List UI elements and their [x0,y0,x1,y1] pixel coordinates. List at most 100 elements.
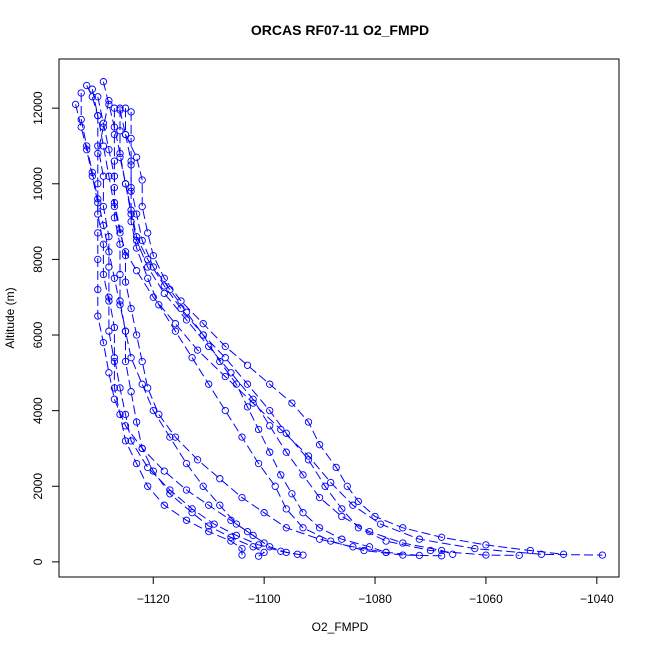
data-point [437,546,446,555]
data-point [332,463,340,472]
data-point [88,85,96,93]
data-point [182,486,191,494]
data-point [288,399,296,407]
data-point [371,512,379,521]
data-point [83,146,91,154]
data-point [105,233,113,241]
data-point [99,172,108,180]
data-point [299,524,307,532]
data-point [349,501,357,509]
plot-frame [58,58,620,578]
data-point [437,533,446,541]
data-point [160,274,168,282]
data-point [149,293,157,301]
data-point [360,546,368,555]
data-point [105,96,113,105]
data-point [149,467,157,475]
data-point [110,274,119,282]
data-point [205,501,213,509]
chart-title: ORCAS RF07-11 O2_FMPD [251,22,429,38]
data-point [155,301,163,309]
data-point [166,433,174,441]
data-point [282,429,290,437]
data-point [199,331,207,339]
data-point [166,490,174,498]
data-point [121,180,130,188]
data-point [127,304,135,313]
profile-line [119,109,564,555]
profile-line [97,100,243,556]
data-point [94,142,102,150]
data-point [205,342,213,351]
data-point [127,183,135,192]
data-point [160,501,168,509]
data-point [598,551,607,559]
y-tick-label: 0 [31,558,45,565]
data-point [182,459,191,468]
data-point [144,263,152,271]
data-point [338,535,346,543]
data-point [526,546,534,555]
data-point [182,316,191,324]
data-point [537,550,546,558]
data-point [105,297,113,305]
data-point [188,354,196,362]
data-point [182,308,191,316]
data-point [232,520,241,528]
data-point [277,471,285,479]
data-point [249,395,257,403]
data-point [127,108,135,116]
data-point [132,459,141,468]
x-tick-label: −1080 [358,592,392,606]
data-point [171,433,180,441]
data-point [260,509,268,517]
data-point [382,537,390,545]
y-axis: 0 2000 4000 6000 8000 10000 12000 [31,91,60,565]
profile-line [91,89,298,555]
data-point [266,448,274,456]
data-point [94,112,102,120]
data-point [171,327,180,335]
data-point [249,543,257,551]
data-point [105,327,113,335]
data-point [160,289,168,298]
data-point [132,331,141,339]
data-point [132,210,141,218]
profile-series-4 [77,89,307,559]
data-point [271,482,279,490]
profile-line [75,104,265,544]
data-point [365,527,374,536]
data-point [105,172,113,180]
data-point [132,418,141,426]
data-point [399,551,407,559]
data-point [282,505,290,513]
data-point [193,346,202,354]
data-point [94,180,102,188]
data-point [254,552,263,560]
data-point [188,509,196,517]
data-point [238,493,246,502]
data-point [282,524,290,532]
data-point [121,422,130,430]
data-point [105,146,113,154]
data-point [127,217,135,226]
profile-series-0 [83,81,607,559]
data-point [121,130,130,139]
data-point [105,263,113,271]
profile-series-2 [116,104,457,558]
data-point [127,354,135,362]
data-point [343,482,351,490]
data-point [99,338,108,347]
data-point [94,149,102,158]
x-tick-label: −1120 [137,592,170,606]
data-point [282,548,290,557]
data-point [193,456,202,464]
data-point [132,244,141,252]
data-point [99,202,108,211]
data-point [149,406,157,415]
profile-line [125,108,387,553]
data-point [116,297,124,305]
data-point [349,543,357,551]
data-point [227,533,235,541]
